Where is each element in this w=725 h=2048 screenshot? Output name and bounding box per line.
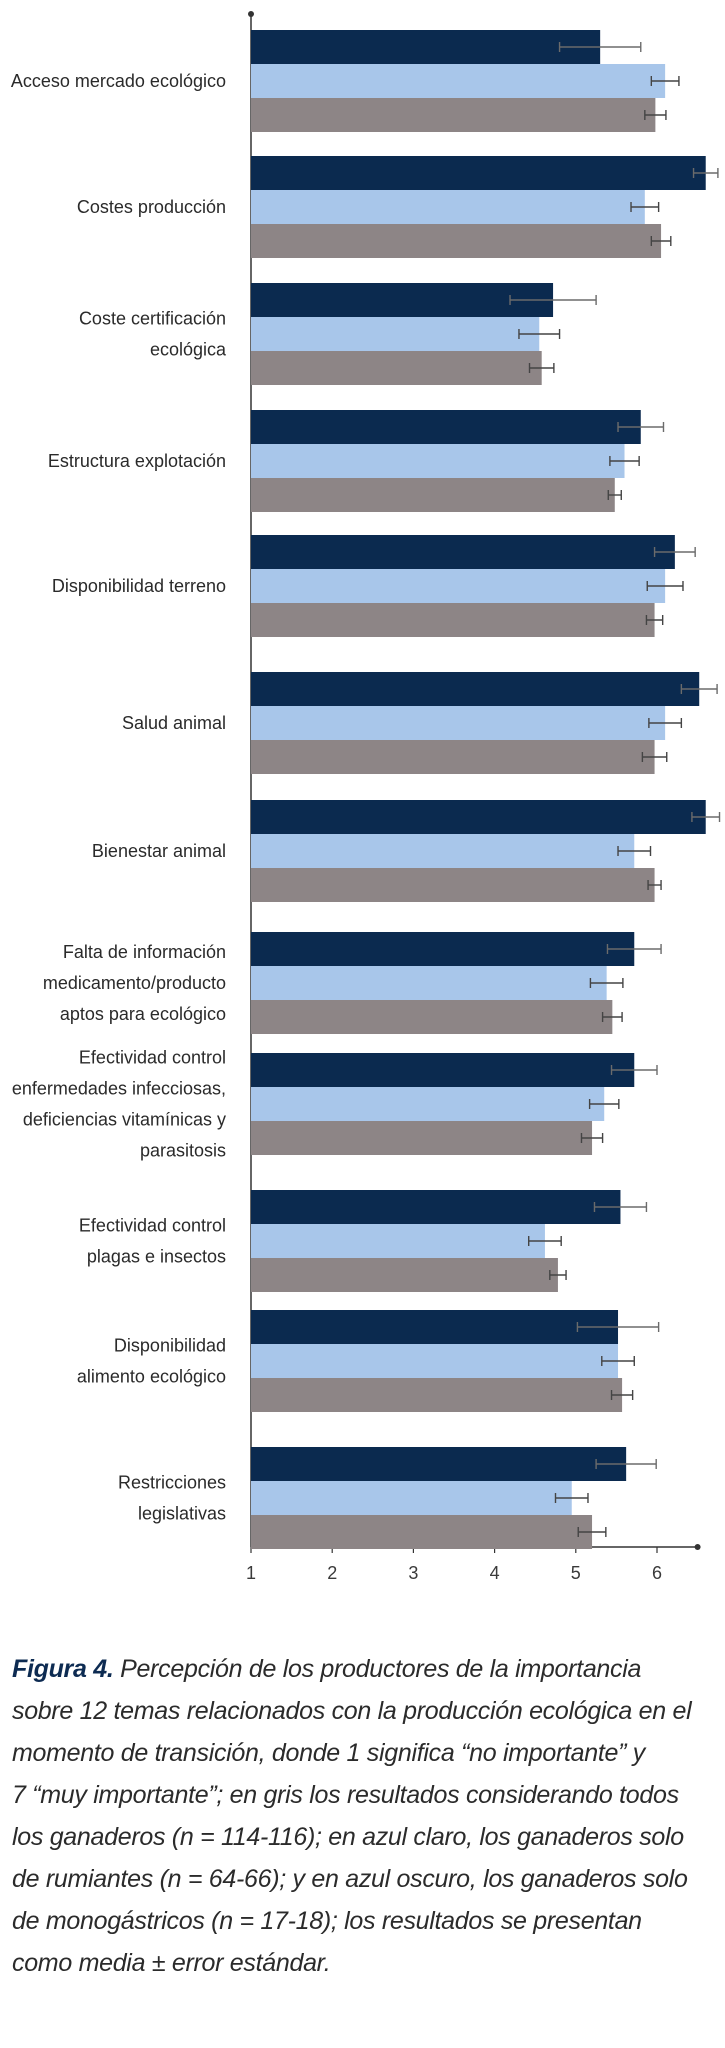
axis-end-marker [694, 1544, 701, 1550]
category-label: Coste certificación [79, 309, 226, 329]
bar [251, 444, 625, 478]
bar [251, 603, 655, 637]
bar [251, 351, 542, 385]
category-label: Efectividad control [79, 1048, 226, 1068]
bar [251, 966, 607, 1000]
bar [251, 156, 706, 190]
bar [251, 800, 706, 834]
category-label: medicamento/producto [43, 973, 226, 993]
x-tick-label: 6 [652, 1563, 662, 1583]
bar [251, 672, 700, 706]
bar [251, 224, 662, 258]
caption-line: de rumiantes (n = 64-66); y en azul oscu… [12, 1865, 688, 1893]
axis-end-marker [248, 11, 254, 17]
bar [251, 98, 656, 132]
bar [251, 1481, 572, 1515]
bar [251, 1224, 545, 1258]
bar [251, 317, 540, 351]
bar [251, 834, 635, 868]
category-label: Falta de información [63, 942, 226, 962]
category-label: Estructura explotación [48, 451, 226, 471]
caption-line: Percepción de los productores de la impo… [120, 1655, 642, 1683]
bar [251, 1190, 621, 1224]
bar [251, 868, 655, 902]
caption-line: de monogástricos (n = 17-18); los result… [12, 1907, 642, 1935]
category-label: Disponibilidad terreno [52, 576, 226, 596]
category-label: Bienestar animal [92, 841, 226, 861]
x-tick-label: 4 [490, 1563, 500, 1583]
caption-line: 7 “muy importante”; en gris los resultad… [12, 1781, 679, 1809]
bar [251, 190, 645, 224]
x-tick-label: 2 [327, 1563, 337, 1583]
x-tick-label: 1 [246, 1563, 256, 1583]
bar [251, 569, 666, 603]
category-label: Salud animal [122, 713, 226, 733]
figure-caption: Figura 4. Percepción de los productores … [12, 1648, 702, 1984]
category-label: alimento ecológico [77, 1367, 226, 1387]
bar [251, 30, 601, 64]
category-label: enfermedades infecciosas, [12, 1079, 226, 1099]
bar [251, 1378, 623, 1412]
bar [251, 1087, 605, 1121]
bar [251, 535, 675, 569]
bar [251, 1000, 613, 1034]
bar [251, 1310, 619, 1344]
category-label: Efectividad control [79, 1216, 226, 1236]
category-label: ecológica [150, 340, 227, 360]
bar [251, 478, 615, 512]
caption-line: sobre 12 temas relacionados con la produ… [12, 1697, 692, 1725]
bar [251, 1447, 627, 1481]
category-label: aptos para ecológico [60, 1004, 226, 1024]
category-label: Disponibilidad [114, 1336, 226, 1356]
chart-area: 1 2 3 4 5 6 Acceso mercado ecológico Costes pro… [11, 11, 721, 1583]
bar [251, 64, 666, 98]
caption-line: como media ± error estándar. [12, 1949, 331, 1977]
bar [251, 283, 554, 317]
bar [251, 1053, 635, 1087]
bar [251, 932, 635, 966]
category-label: Costes producción [77, 197, 226, 217]
caption-line: momento de transición, donde 1 significa… [12, 1739, 645, 1767]
x-tick-label: 3 [408, 1563, 418, 1583]
caption-lead: Figura 4. [12, 1655, 114, 1683]
category-label: deficiencias vitamínicas y [23, 1110, 226, 1130]
caption-line: los ganaderos (n = 114-116); en azul cla… [12, 1823, 684, 1851]
category-label: parasitosis [140, 1141, 226, 1161]
bar [251, 410, 641, 444]
bar [251, 1515, 593, 1549]
bar [251, 1344, 619, 1378]
bar [251, 706, 666, 740]
bar [251, 740, 655, 774]
category-label: plagas e insectos [87, 1247, 226, 1267]
bar [251, 1258, 558, 1292]
bar [251, 1121, 593, 1155]
category-label: Restricciones [118, 1473, 226, 1493]
x-tick-label: 5 [571, 1563, 581, 1583]
category-label: legislativas [138, 1504, 226, 1524]
bar-chart: 1 2 3 4 5 6 Acceso mercado ecológico Costes pro… [11, 11, 721, 1583]
category-label: Acceso mercado ecológico [11, 71, 226, 91]
